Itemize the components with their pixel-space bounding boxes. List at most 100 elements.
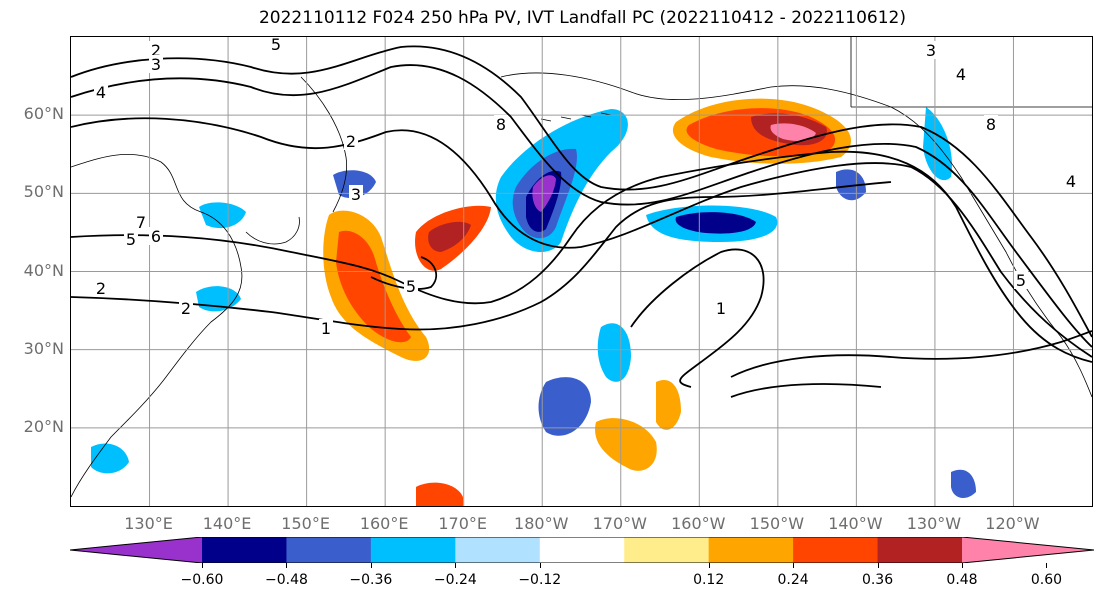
map-title: 2022110112 F024 250 hPa PV, IVT Landfall…	[258, 8, 906, 28]
contour-label: 2	[346, 132, 356, 151]
contour-label-bg	[344, 132, 358, 150]
contour-label: 2	[151, 41, 161, 60]
colorbar-tick-label: 0.48	[946, 572, 978, 588]
contour-label-bg	[349, 185, 363, 203]
map-svg: 234587652123518348542	[71, 37, 1092, 506]
colorbar-tickmark	[370, 563, 372, 568]
coast-kamchatka	[300, 76, 348, 213]
longitude-label: 150°W	[749, 514, 805, 533]
contour-label-bg	[179, 299, 193, 317]
latitude-label: 60°N	[23, 104, 64, 124]
colorbar-segment	[708, 537, 794, 563]
shade-warm-westpac-core	[336, 230, 411, 343]
colorbar-tickmark	[708, 563, 710, 568]
contour-label-bg	[954, 65, 968, 83]
colorbar-svg	[69, 536, 1095, 564]
colorbar-segment	[286, 537, 372, 563]
contour-label-bg	[984, 115, 998, 133]
contour-label-bg	[924, 41, 938, 59]
contour-label: 1	[321, 319, 331, 338]
colorbar-segment	[202, 537, 287, 563]
shade-warm-gulf-pink	[770, 123, 816, 141]
colorbar-tick-label: 0.24	[777, 572, 809, 588]
colorbar-tickmark	[455, 563, 457, 568]
colorbar-tickmark	[539, 563, 541, 568]
longitude-label: 140°W	[828, 514, 883, 533]
colorbar-tick-label: −0.36	[349, 572, 393, 588]
contour-label-bg	[149, 227, 163, 245]
contour-label: 3	[151, 55, 161, 74]
longitude-label: 120°W	[985, 514, 1040, 533]
contour-label-bg	[1064, 172, 1078, 190]
contour-label: 7	[136, 213, 146, 232]
contour-label-bg	[269, 37, 283, 53]
longitude-label: 170°W	[592, 514, 647, 533]
shading-layer	[91, 98, 976, 506]
coast-alaska	[500, 72, 1092, 398]
contour-label-bg	[494, 115, 508, 133]
contour-label: 2	[96, 279, 106, 298]
colorbar-tickmark	[286, 563, 288, 568]
colorbar-segment	[539, 537, 625, 563]
longitude-label: 160°W	[671, 514, 726, 533]
contour-label-bg	[714, 299, 728, 317]
contour-label: 8	[986, 115, 996, 134]
shade-cold-japan	[199, 202, 246, 229]
contour-label: 5	[1016, 271, 1026, 290]
contour-label: 1	[716, 299, 726, 318]
shade-warm-south	[595, 418, 657, 471]
contour-label: 3	[351, 185, 361, 204]
longitude-label: 180°W	[514, 514, 569, 533]
longitude-label: 140°E	[202, 514, 252, 533]
colorbar-tick-label: −0.48	[264, 572, 308, 588]
contour-line	[71, 117, 1092, 358]
contour-label: 4	[1066, 172, 1076, 191]
longitude-label: 130°E	[124, 514, 173, 533]
latitude-label: 30°N	[23, 338, 64, 358]
contour-label-bg	[124, 230, 138, 248]
contour-layer	[71, 45, 1092, 398]
contour-label: 2	[181, 299, 191, 318]
contour-label-bg	[134, 213, 148, 231]
contour-line	[71, 150, 1092, 363]
contour-label-bg	[94, 83, 108, 101]
shade-cold-south	[538, 377, 591, 436]
shade-warm-bottom	[416, 482, 463, 506]
contour-line	[630, 248, 765, 388]
colorbar-segment	[370, 537, 456, 563]
shade-warm-170e-core	[428, 221, 471, 252]
contour-label-bg	[149, 55, 163, 73]
contour-label: 4	[956, 65, 966, 84]
longitude-label: 170°E	[438, 514, 488, 533]
shade-cold-kamchatka	[333, 170, 376, 199]
longitude-label: 160°E	[359, 514, 409, 533]
contour-line	[370, 256, 438, 290]
colorbar-segment	[455, 537, 541, 563]
contour-label-bg	[94, 279, 108, 297]
colorbar-tick-label: −0.12	[518, 572, 562, 588]
colorbar-segment	[793, 537, 879, 563]
shade-cold-east-140w	[836, 169, 866, 201]
contour-line	[730, 383, 882, 398]
colorbar-extend-low	[70, 537, 202, 563]
contour-label-bg	[319, 319, 333, 337]
colorbar-tick-label: 0.12	[693, 572, 725, 588]
colorbar-tickmark	[1046, 563, 1048, 568]
longitude-label: 150°E	[281, 514, 330, 533]
latitude-label: 50°N	[23, 182, 64, 202]
contour-label-layer: 234587652123518348542	[94, 37, 1078, 338]
colorbar	[69, 536, 1095, 564]
shade-cold-south2	[951, 469, 976, 499]
colorbar-tick-label: −0.60	[180, 572, 224, 588]
contour-label: 3	[926, 41, 936, 60]
map-plot-area: 234587652123518348542	[70, 36, 1093, 507]
contour-line	[71, 181, 892, 331]
colorbar-tickmark	[962, 563, 963, 568]
shade-warm-hawaii	[656, 380, 681, 430]
colorbar-tickmark	[877, 563, 879, 568]
contour-label: 6	[151, 227, 161, 246]
coast-japan	[245, 216, 300, 245]
coastline-layer	[71, 37, 1092, 498]
colorbar-extend-high	[962, 537, 1094, 563]
latitude-label: 20°N	[23, 416, 64, 436]
